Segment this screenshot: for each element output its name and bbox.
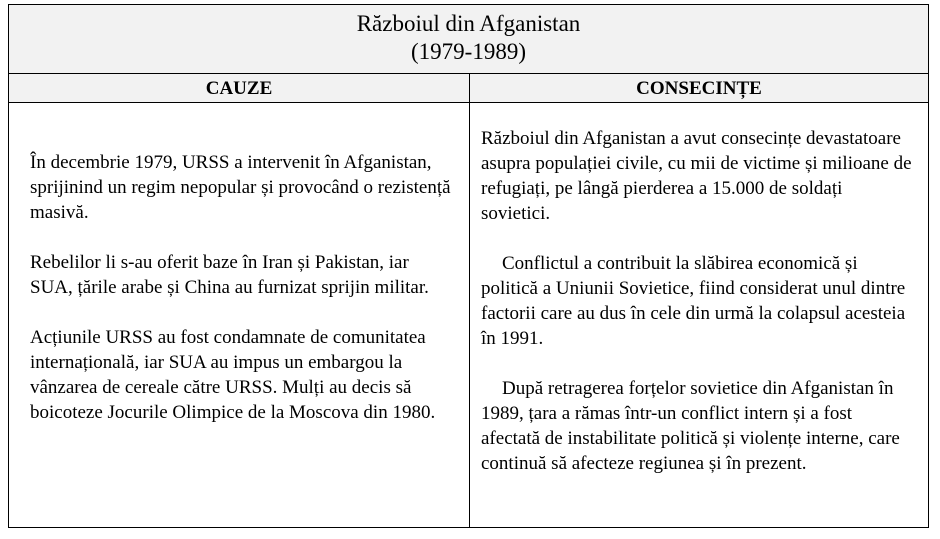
cause-paragraph: Rebelilor li s-au oferit baze în Iran și… bbox=[30, 252, 429, 298]
consequence-paragraph: Conflictul a contribuit la slăbirea econ… bbox=[481, 253, 906, 349]
table-title-row: Războiul din Afganistan (1979-1989) bbox=[9, 5, 928, 74]
cause-paragraph: În decembrie 1979, URSS a intervenit în … bbox=[30, 152, 451, 223]
column-header-row: CAUZE CONSECINȚE bbox=[9, 74, 928, 103]
table-title: Războiul din Afganistan bbox=[356, 11, 581, 36]
causes-consequences-table: Războiul din Afganistan (1979-1989) CAUZ… bbox=[8, 4, 929, 528]
cause-paragraph: Acțiunile URSS au fost condamnate de com… bbox=[30, 327, 436, 423]
consequence-paragraph: Războiul din Afganistan a avut consecinț… bbox=[481, 128, 912, 224]
consequences-cell: Războiul din Afganistan a avut consecinț… bbox=[481, 126, 913, 476]
consequence-paragraph: După retragerea forțelor sovietice din A… bbox=[481, 378, 900, 474]
causes-header: CAUZE bbox=[205, 78, 273, 99]
consequences-header: CONSECINȚE bbox=[636, 78, 762, 99]
table-subtitle-years: (1979-1989) bbox=[411, 39, 526, 64]
causes-cell: În decembrie 1979, URSS a intervenit în … bbox=[30, 150, 455, 425]
column-divider bbox=[469, 74, 470, 528]
